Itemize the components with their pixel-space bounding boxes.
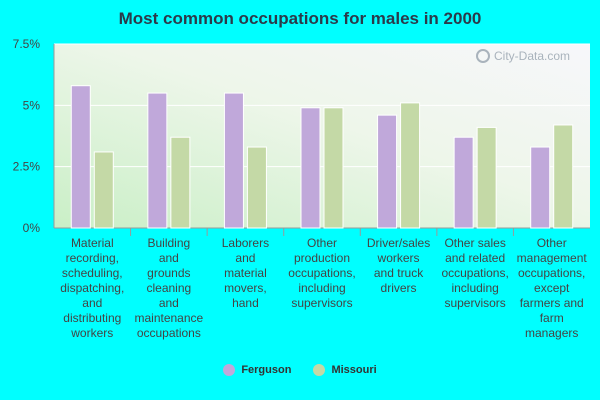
x-tick-label-line: material [224, 266, 267, 280]
x-tick-label-line: Other sales [444, 236, 506, 250]
y-tick-label: 7.5% [13, 37, 41, 51]
x-tick-label-line: recording, [65, 251, 119, 265]
x-tick-label-line: Material [70, 236, 114, 250]
x-tick-label-line: occupations [136, 326, 201, 340]
y-tick-label: 5% [23, 98, 41, 112]
bar-ferguson [223, 92, 244, 229]
bar-ferguson [300, 107, 321, 229]
bar-missouri [476, 126, 497, 229]
x-tick-label: Other production occupations, including supe… [283, 236, 361, 311]
legend-label-ferguson: Ferguson [241, 364, 292, 376]
x-tick-label-line: supervisors [444, 296, 506, 310]
x-tick-label-line: occupations, [518, 266, 586, 280]
legend-swatch-missouri [313, 364, 326, 376]
x-tick-label-line: dispatching, [60, 281, 125, 295]
x-tick-label: Other management occupations, except farmers… [513, 236, 591, 341]
search-icon [475, 49, 490, 63]
x-tick-label-line: including [451, 281, 499, 295]
x-tick-label-line: cleaning [146, 281, 192, 295]
x-tick-label-line: managers [525, 326, 579, 340]
x-tick-label-line: and related [445, 251, 506, 265]
legend-label-missouri: Missouri [331, 364, 377, 376]
plot-background [54, 44, 590, 228]
x-tick-label: Driver/sales workers and truck drivers [360, 236, 438, 296]
bar-ferguson [530, 146, 551, 229]
x-tick-label: Building and grounds cleaning and maintenance… [130, 236, 208, 341]
bar-missouri [323, 107, 344, 229]
watermark: City-Data.com [475, 49, 570, 63]
x-tick-label-line: movers, [224, 281, 267, 295]
bar-ferguson [70, 85, 91, 229]
legend-item-missouri: Missouri [313, 364, 377, 376]
x-tick-label-line: Building [147, 236, 191, 250]
x-tick-label: Laborers and material movers, hand [206, 236, 284, 311]
x-tick-label: Other sales and related occupations, includ… [436, 236, 514, 311]
x-tick-label-line: workers [71, 326, 114, 340]
bar-missouri [170, 136, 191, 229]
bar-missouri [93, 151, 114, 229]
bar-missouri [400, 102, 421, 229]
x-tick-label-line: and [235, 251, 256, 265]
x-tick-label-line: and truck [373, 266, 424, 280]
x-tick-label-line: hand [232, 296, 259, 310]
x-tick-label-line: workers [377, 251, 420, 265]
x-tick-label-line: Other [536, 236, 567, 250]
x-tick-label-line: Driver/sales [366, 236, 431, 250]
bar-ferguson [377, 114, 398, 229]
x-tick-label-line: management [516, 251, 587, 265]
bar-ferguson [453, 136, 474, 229]
y-tick-label: 2.5% [13, 160, 41, 174]
watermark-text: City-Data.com [493, 49, 570, 63]
x-tick-label-line: supervisors [291, 296, 353, 310]
x-tick-label-line: except [534, 281, 570, 295]
x-tick-label-line: and [158, 296, 179, 310]
x-tick-label-line: scheduling, [61, 266, 123, 280]
bar-missouri [246, 146, 267, 229]
x-tick-label-line: and [82, 296, 103, 310]
bar-missouri [553, 124, 574, 229]
x-tick-label-line: and [158, 251, 179, 265]
x-tick-label-line: distributing [63, 311, 122, 325]
x-tick-label-line: production [293, 251, 351, 265]
x-tick-label-line: Other [306, 236, 337, 250]
x-tick-label-line: occupations, [288, 266, 356, 280]
legend-item-ferguson: Ferguson [223, 364, 291, 376]
x-tick-label-line: occupations, [441, 266, 509, 280]
x-tick-label-line: farm [539, 311, 564, 325]
y-tick-label: 0% [23, 221, 41, 235]
x-tick-label-line: including [298, 281, 346, 295]
legend-swatch-ferguson [223, 364, 236, 376]
x-tick-label-line: maintenance [134, 311, 204, 325]
x-tick-label-line: grounds [147, 266, 191, 280]
x-tick-label-line: Laborers [221, 236, 270, 250]
legend: Ferguson Missouri [0, 364, 600, 376]
x-tick-label-line: farmers and [519, 296, 584, 310]
chart-title: Most common occupations for males in 200… [118, 9, 482, 28]
x-tick-label-line: drivers [380, 281, 417, 295]
bar-ferguson [147, 92, 168, 229]
x-tick-label: Material recording, scheduling, dispatching… [53, 236, 131, 341]
